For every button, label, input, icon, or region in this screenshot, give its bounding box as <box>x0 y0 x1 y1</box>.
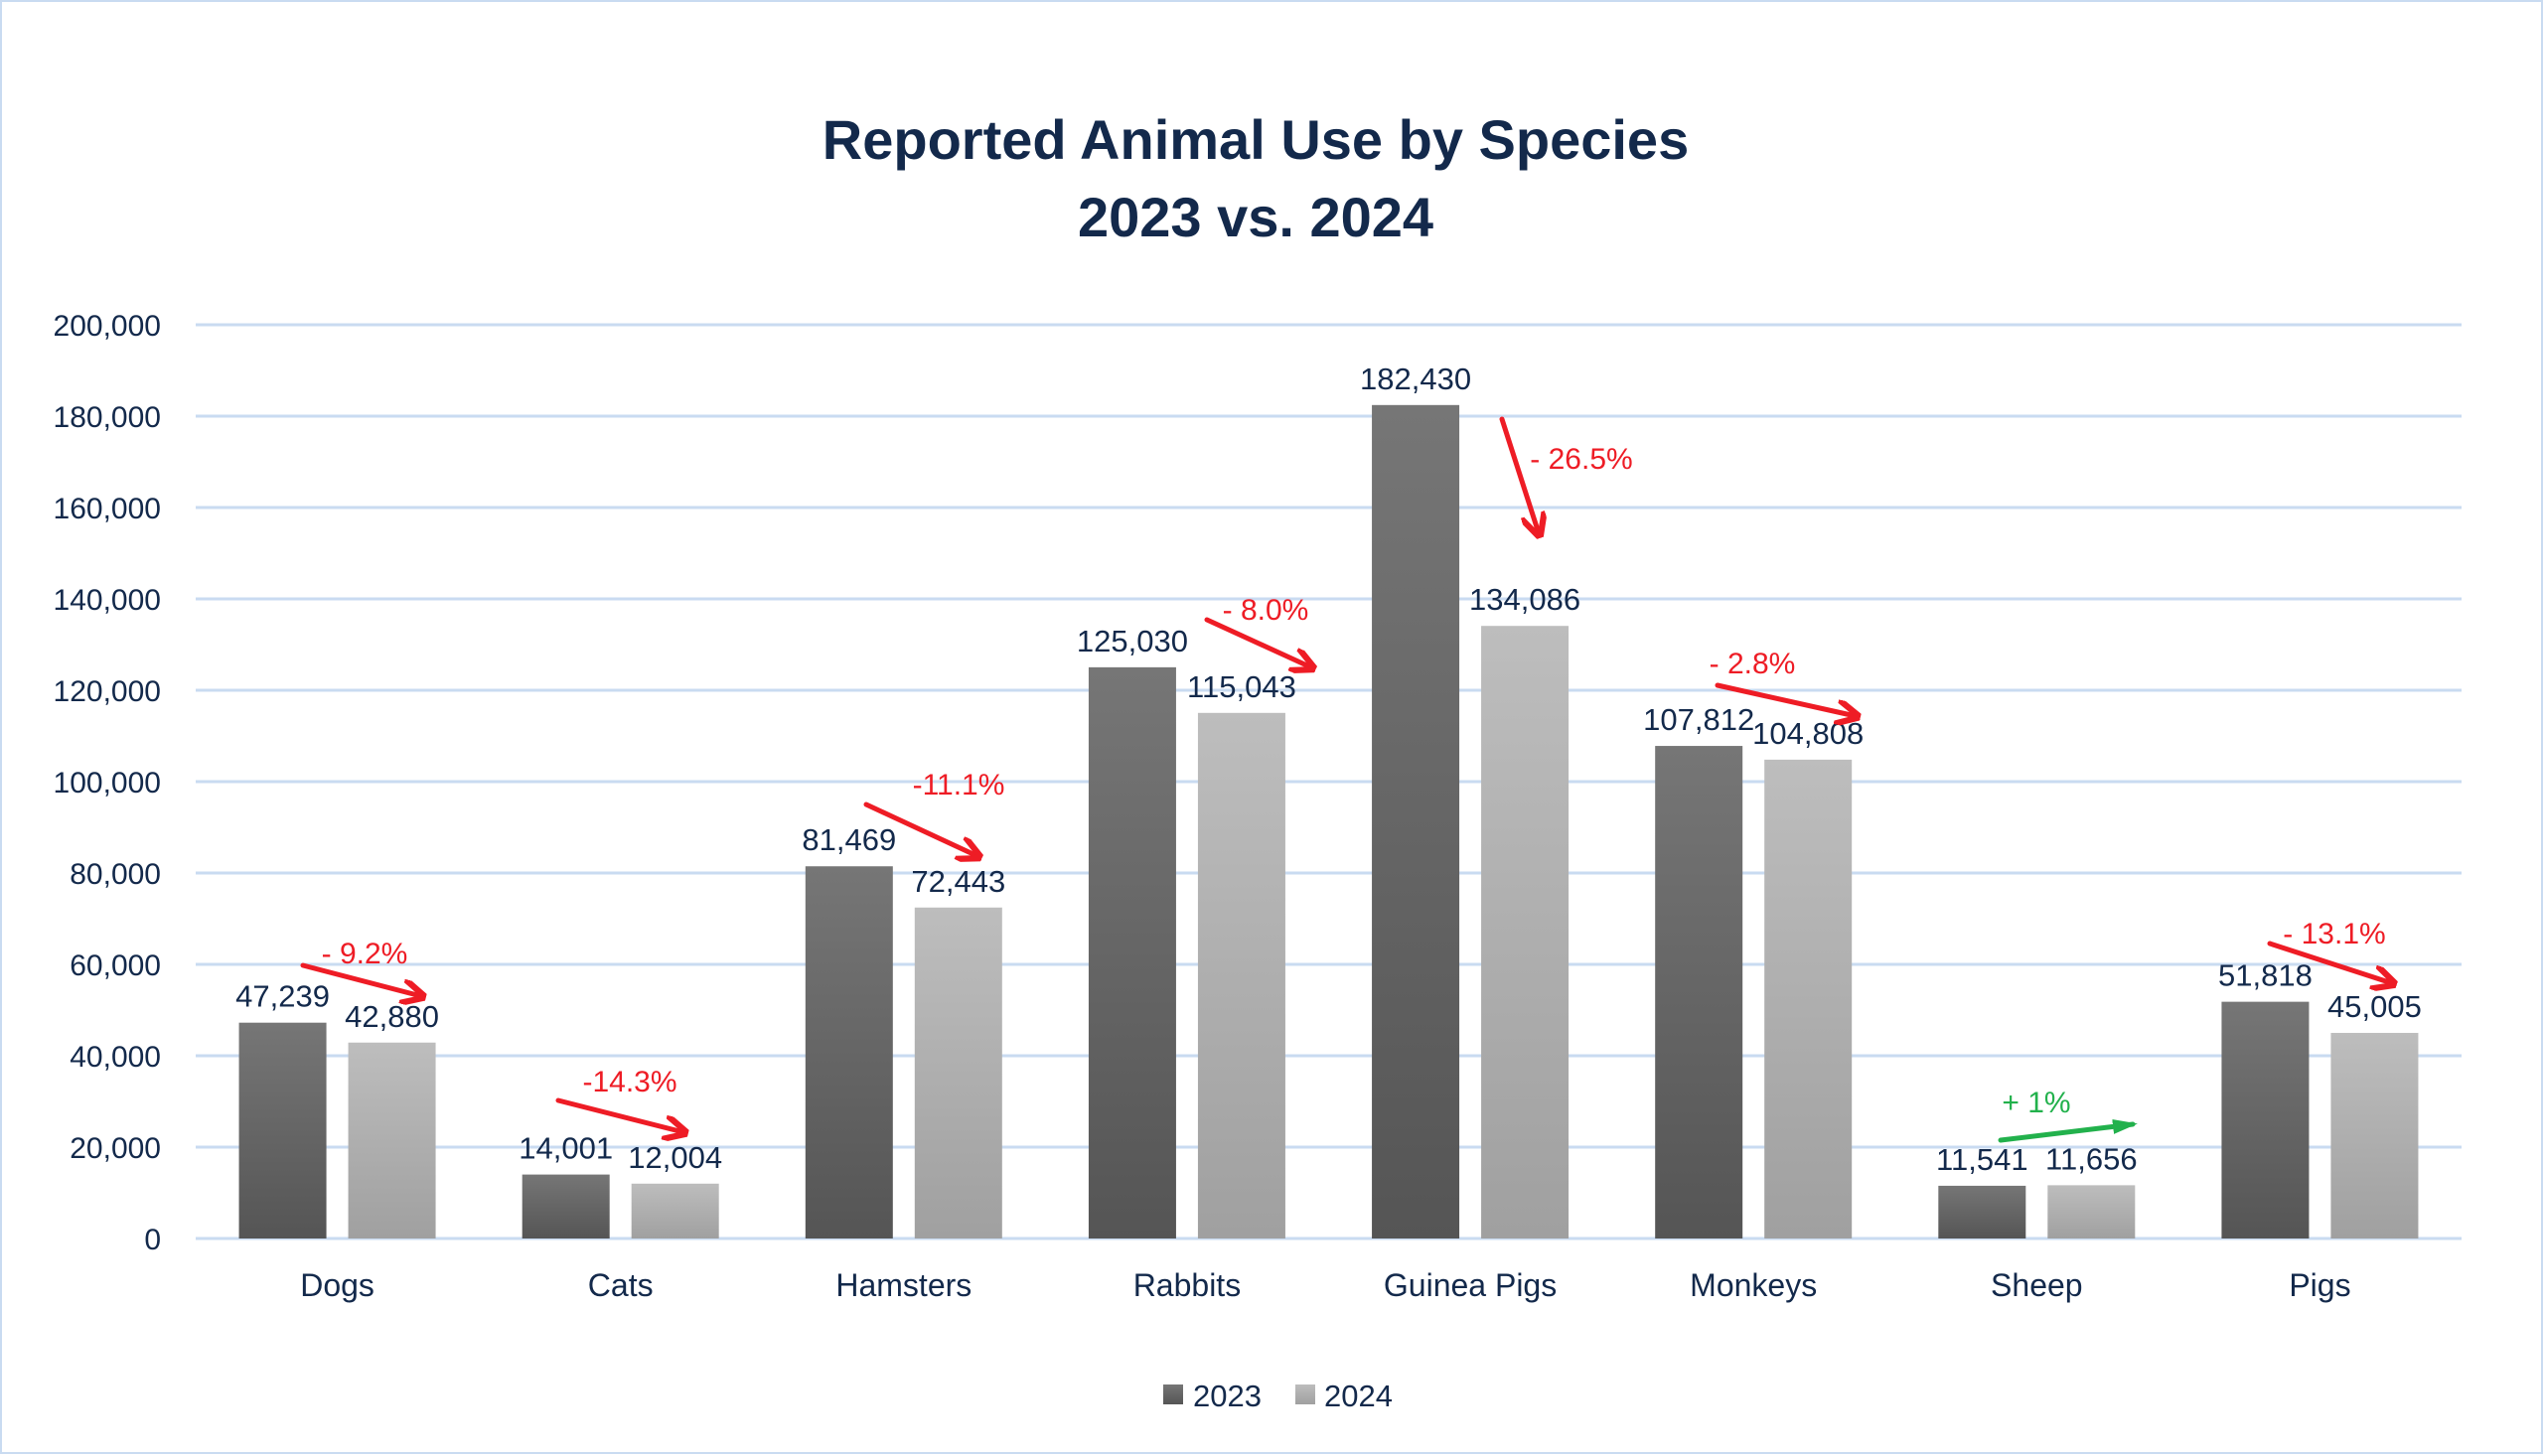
y-axis-ticks: 0 20,000 40,000 60,000 80,000 100,000 120,000 1… <box>54 310 161 1256</box>
data-label: 81,469 <box>802 822 896 857</box>
bar-2024-sheep[interactable] <box>2047 1185 2136 1238</box>
data-labels: 47,239 42,880 14,001 12,004 81,469 72,443 125,… <box>235 362 2422 1177</box>
x-category-label: Rabbits <box>1133 1267 1242 1303</box>
x-category-label: Monkeys <box>1690 1267 1817 1303</box>
bar-2023-pigs[interactable] <box>2221 1001 2310 1238</box>
x-category-label: Hamsters <box>835 1267 972 1303</box>
bars <box>238 404 2419 1238</box>
bar-2023-hamsters[interactable] <box>805 866 893 1238</box>
bar-2024-rabbits[interactable] <box>1197 712 1285 1238</box>
change-arrow-icon <box>555 1097 683 1132</box>
change-percent-label: - 13.1% <box>2283 918 2385 950</box>
bar-2023-guinea-pigs[interactable] <box>1372 404 1460 1238</box>
y-tick-label: 180,000 <box>54 401 161 434</box>
data-label: 12,004 <box>628 1140 722 1175</box>
y-tick-label: 40,000 <box>70 1041 161 1074</box>
change-arrow-icon <box>863 801 977 856</box>
data-label: 14,001 <box>519 1131 613 1166</box>
y-tick-label: 120,000 <box>54 675 161 708</box>
y-tick-label: 160,000 <box>54 493 161 525</box>
x-category-label: Sheep <box>1991 1267 2083 1303</box>
data-label: 72,443 <box>911 864 1005 899</box>
bar-2023-dogs[interactable] <box>238 1022 327 1238</box>
x-category-label: Dogs <box>300 1267 374 1303</box>
bar-2024-hamsters[interactable] <box>914 907 1002 1238</box>
y-tick-label: 140,000 <box>54 584 161 617</box>
change-arrow-icon <box>300 962 421 996</box>
bar-2024-monkeys[interactable] <box>1764 759 1853 1238</box>
change-arrow-icon <box>1204 617 1311 667</box>
change-percent-label: - 2.8% <box>1710 648 1796 680</box>
legend-label-2024: 2024 <box>1324 1379 1393 1413</box>
bar-2023-cats[interactable] <box>522 1174 610 1238</box>
chart-title: Reported Animal Use by Species <box>823 108 1689 171</box>
y-tick-label: 200,000 <box>54 310 161 343</box>
bar-2023-sheep[interactable] <box>1938 1185 2026 1238</box>
data-label: 115,043 <box>1187 669 1296 704</box>
legend-item-2024[interactable]: 2024 <box>1295 1379 1393 1413</box>
y-tick-label: 0 <box>144 1224 161 1256</box>
bar-2023-rabbits[interactable] <box>1088 666 1176 1238</box>
change-percent-label: - 9.2% <box>322 938 408 970</box>
gridlines <box>196 323 2462 1240</box>
data-label: 134,086 <box>1469 582 1580 617</box>
y-tick-label: 20,000 <box>70 1132 161 1165</box>
bar-2024-cats[interactable] <box>631 1183 719 1238</box>
bar-2024-guinea-pigs[interactable] <box>1481 626 1570 1238</box>
change-percent-label: - 8.0% <box>1223 594 1309 627</box>
legend-label-2023: 2023 <box>1193 1379 1262 1413</box>
change-arrow-icon <box>2267 941 2392 983</box>
y-tick-label: 100,000 <box>54 767 161 800</box>
change-arrow-icon <box>1499 416 1539 533</box>
y-tick-label: 80,000 <box>70 858 161 891</box>
chart-subtitle: 2023 vs. 2024 <box>1078 186 1433 248</box>
bar-2023-monkeys[interactable] <box>1655 746 1743 1238</box>
data-label: 107,812 <box>1643 702 1754 737</box>
bar-2024-pigs[interactable] <box>2330 1032 2419 1238</box>
change-percent-label: + 1% <box>2002 1087 2070 1119</box>
x-category-label: Pigs <box>2289 1267 2350 1303</box>
data-label: 104,808 <box>1752 716 1864 751</box>
x-axis-categories: Dogs Cats Hamsters Rabbits Guinea Pigs Monkey… <box>300 1267 2350 1303</box>
legend-swatch-2024 <box>1295 1384 1315 1404</box>
x-category-label: Guinea Pigs <box>1384 1267 1557 1303</box>
data-label: 51,818 <box>2218 958 2313 993</box>
change-arrow-icon <box>1715 682 1856 716</box>
legend: 2023 2024 <box>1163 1379 1393 1413</box>
y-tick-label: 60,000 <box>70 949 161 982</box>
data-label: 11,656 <box>2045 1141 2138 1176</box>
data-label: 45,005 <box>2327 989 2422 1024</box>
change-percent-label: - 26.5% <box>1530 443 1632 476</box>
data-label: 47,239 <box>235 979 330 1014</box>
data-label: 182,430 <box>1360 362 1471 396</box>
legend-item-2023[interactable]: 2023 <box>1163 1379 1262 1413</box>
change-percent-label: -14.3% <box>582 1066 676 1098</box>
bar-2024-dogs[interactable] <box>348 1042 436 1238</box>
data-label: 125,030 <box>1077 624 1188 658</box>
x-category-label: Cats <box>588 1267 654 1303</box>
change-percent-label: -11.1% <box>913 769 1005 801</box>
change-annotations: - 9.2% -14.3% -11.1% - 8.0% - 26.5% - 2.8% + 1… <box>300 416 2392 1143</box>
data-label: 11,541 <box>1936 1142 2028 1177</box>
data-label: 42,880 <box>345 999 439 1034</box>
change-arrow-icon <box>1998 1118 2138 1143</box>
legend-swatch-2023 <box>1163 1384 1183 1404</box>
